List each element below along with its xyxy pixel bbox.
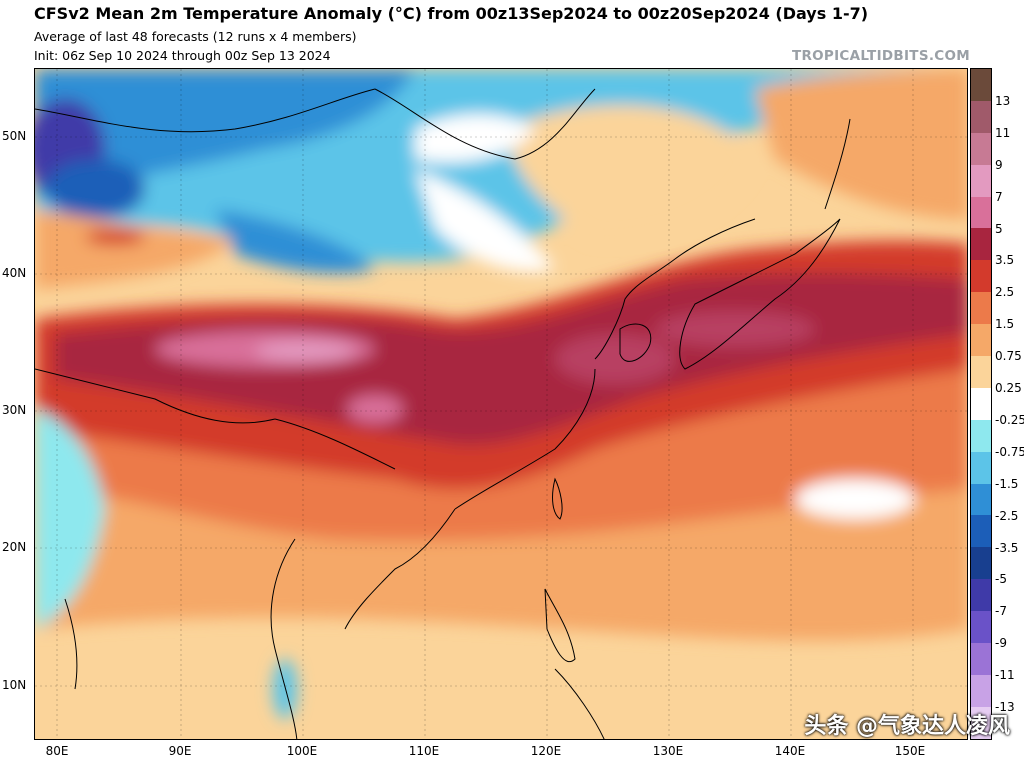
colorbar-label: 9: [995, 157, 1003, 172]
colorbar-label: 3.5: [995, 253, 1015, 268]
lon-label-80e: 80E: [45, 744, 69, 758]
map-subtitle-init: Init: 06z Sep 10 2024 through 00z Sep 13…: [34, 48, 331, 63]
colorbar-label: -2.5: [995, 508, 1019, 523]
lon-label-140e: 140E: [774, 744, 806, 758]
colorbar-label: -1.5: [995, 476, 1019, 491]
lat-label-20n: 20N: [2, 540, 27, 554]
colorbar-segment: [971, 228, 991, 261]
anomaly-field: [35, 69, 967, 739]
lat-label-10n: 10N: [2, 678, 27, 692]
colorbar-segment: [971, 674, 991, 707]
colorbar-label: 1.5: [995, 317, 1015, 332]
colorbar-label: -3.5: [995, 540, 1019, 555]
colorbar-segment: [971, 196, 991, 229]
colorbar-label: 11: [995, 125, 1011, 140]
lon-label-100e: 100E: [286, 744, 318, 758]
colorbar-segment: [971, 292, 991, 325]
colorbar-segment: [971, 100, 991, 133]
graticule: [35, 69, 967, 739]
colorbar-segment: [971, 69, 991, 101]
colorbar-segment: [971, 451, 991, 484]
map-title: CFSv2 Mean 2m Temperature Anomaly (°C) f…: [34, 4, 869, 23]
colorbar-segment: [971, 164, 991, 197]
lon-label-110e: 110E: [408, 744, 440, 758]
colorbar-segment: [971, 643, 991, 675]
colorbar-segment: [971, 515, 991, 548]
colorbar-segment: [971, 611, 991, 644]
colorbar-segment: [971, 324, 991, 357]
lon-label-150e: 150E: [894, 744, 926, 758]
colorbar-label: 5: [995, 221, 1003, 236]
colorbar-label: 0.25: [995, 381, 1022, 396]
colorbar-segment: [971, 419, 991, 452]
lat-label-50n: 50N: [2, 129, 27, 143]
lon-label-130e: 130E: [652, 744, 684, 758]
lat-label-40n: 40N: [2, 266, 27, 280]
colorbar-label: 0.75: [995, 349, 1022, 364]
colorbar-segment: [971, 706, 991, 739]
colorbar-segment: [971, 483, 991, 516]
map-subtitle-average: Average of last 48 forecasts (12 runs x …: [34, 29, 357, 44]
colorbar-segment: [971, 132, 991, 165]
lon-label-120e: 120E: [530, 744, 562, 758]
colorbar-label: -13: [995, 700, 1015, 715]
colorbar-segment: [971, 579, 991, 612]
colorbar-label: -11: [995, 668, 1015, 683]
colorbar-label: -5: [995, 572, 1007, 587]
brand-label: TROPICALTIDBITS.COM: [791, 48, 970, 64]
anomaly-shading: [35, 69, 967, 719]
temperature-anomaly-map: [34, 68, 968, 740]
colorbar-label: -0.25: [995, 412, 1024, 427]
colorbar-label: 13: [995, 93, 1011, 108]
coastlines: [35, 88, 851, 739]
colorbar-segment: [971, 547, 991, 580]
lon-label-90e: 90E: [168, 744, 192, 758]
colorbar-segment: [971, 356, 991, 388]
colorbar-label: -9: [995, 636, 1007, 651]
colorbar-label: 2.5: [995, 285, 1015, 300]
colorbar-segment: [971, 387, 991, 420]
colorbar-label: -0.75: [995, 444, 1024, 459]
lat-label-30n: 30N: [2, 403, 27, 417]
colorbar: [970, 68, 992, 740]
colorbar-label: 7: [995, 189, 1003, 204]
colorbar-segment: [971, 260, 991, 293]
colorbar-label: -7: [995, 604, 1007, 619]
watermark: 头条 @气象达人凌风: [804, 714, 1010, 739]
